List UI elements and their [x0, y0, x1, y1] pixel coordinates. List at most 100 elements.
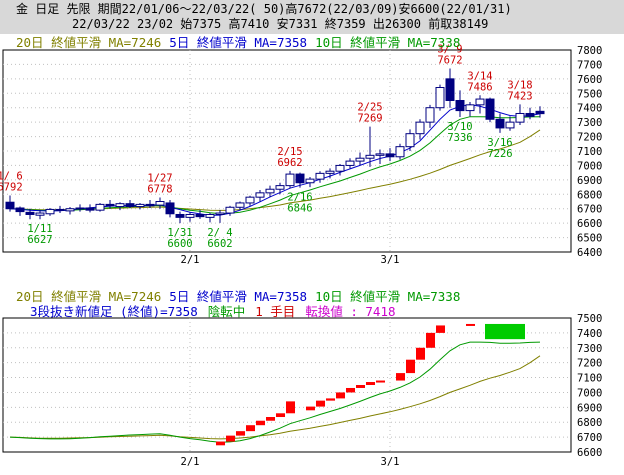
new-price-brick	[485, 323, 525, 340]
candle-body	[435, 87, 445, 109]
lower-legend-item: 10日 終値平滑 MA=7338	[315, 289, 460, 304]
upper-y-tick-label: 6600	[577, 218, 602, 230]
upper-legend-item: 10日 終値平滑 MA=7338	[315, 35, 460, 50]
candle	[195, 210, 205, 219]
candle-body	[405, 133, 415, 148]
candle	[165, 200, 175, 218]
lower-y-tick-label: 7100	[577, 373, 602, 385]
upper-y-tick-label: 7100	[577, 146, 602, 158]
candle	[535, 106, 545, 118]
candle-body	[5, 201, 15, 210]
candle	[85, 204, 95, 213]
candle-body	[425, 107, 435, 123]
candle-body	[95, 203, 105, 211]
high-date-label: 2/15	[277, 146, 302, 158]
candle	[215, 210, 225, 223]
new-price-brick	[406, 359, 415, 374]
candle	[415, 119, 425, 140]
low-value-label: 6627	[27, 234, 52, 246]
candle	[385, 148, 395, 162]
high-date-label: 3/18	[507, 79, 532, 91]
low-date-label: 2/16	[287, 192, 312, 204]
lower-y-tick-label: 6600	[577, 447, 602, 459]
candle-body	[395, 146, 405, 158]
candle	[115, 202, 125, 211]
candle	[105, 200, 115, 209]
upper-y-tick-label: 7700	[577, 59, 602, 71]
upper-y-tick-label: 7500	[577, 88, 602, 100]
candle	[15, 206, 25, 216]
candle-body	[235, 202, 245, 208]
candle-body	[145, 203, 155, 207]
low-value-label: 6602	[207, 238, 232, 250]
candle-body	[455, 100, 465, 112]
candle	[245, 195, 255, 206]
upper-y-tick-label: 6900	[577, 175, 602, 187]
candle-body	[265, 188, 275, 194]
lower-x-tick-label: 3/1	[381, 456, 400, 468]
new-price-brick	[466, 323, 475, 326]
new-price-brick	[326, 398, 335, 401]
candle	[355, 152, 365, 166]
candle-body	[415, 121, 425, 135]
high-value-label: 7423	[507, 90, 532, 102]
candle-body	[345, 160, 355, 166]
upper-y-tick-label: 7400	[577, 103, 602, 115]
upper-y-tick-label: 6800	[577, 189, 602, 201]
candle-body	[25, 211, 35, 215]
upper-y-tick-label: 6500	[577, 233, 602, 245]
upper-y-tick-label: 7800	[577, 45, 602, 57]
high-date-label: 1/ 6	[0, 170, 23, 182]
candle-body	[325, 170, 335, 174]
new-price-brick	[376, 380, 385, 383]
lower-y-tick-label: 6700	[577, 432, 602, 444]
lower-ma10-line	[9, 341, 541, 443]
upper-x-tick-label: 3/1	[381, 254, 400, 266]
candle-body	[255, 192, 265, 198]
low-value-label: 7336	[447, 132, 472, 144]
candle	[395, 143, 405, 160]
candle-body	[135, 203, 145, 208]
high-date-label: 2/25	[357, 102, 382, 114]
candle-body	[375, 153, 385, 156]
upper-x-tick-label: 2/1	[181, 254, 200, 266]
candle	[65, 206, 75, 215]
new-price-brick	[436, 325, 445, 333]
upper-y-tick-label: 7300	[577, 117, 602, 129]
candle	[185, 212, 195, 222]
candle-body	[445, 78, 455, 101]
new-price-brick	[306, 406, 315, 411]
upper-y-tick-label: 7600	[577, 74, 602, 86]
candle	[505, 116, 515, 131]
candle-body	[105, 203, 115, 207]
candle-body	[495, 118, 505, 129]
candle-body	[15, 207, 25, 213]
candle-body	[115, 203, 125, 208]
candle	[265, 185, 275, 198]
candle	[45, 207, 55, 216]
candle	[35, 210, 45, 220]
low-date-label: 1/31	[167, 227, 192, 239]
candle	[95, 202, 105, 212]
candle-body	[535, 110, 545, 115]
new-price-brick	[396, 373, 405, 381]
new-price-brick	[426, 332, 435, 348]
candle	[485, 97, 495, 123]
lower-plot-frame	[2, 317, 572, 453]
low-date-label: 2/ 4	[207, 227, 232, 239]
candle	[135, 202, 145, 210]
high-value-label: 6778	[147, 183, 172, 195]
candle	[155, 197, 165, 209]
new-price-brick	[236, 431, 245, 436]
new-price-brick	[226, 435, 235, 442]
upper-legend-item: 20日 終値平滑 MA=7246	[16, 35, 161, 50]
candle	[145, 200, 155, 208]
candle-body	[185, 213, 195, 218]
lower-y-tick-label: 7200	[577, 358, 602, 370]
low-value-label: 7226	[487, 148, 512, 160]
candle	[55, 205, 65, 214]
new-price-brick	[366, 382, 375, 385]
candle	[455, 90, 465, 117]
upper-y-tick-label: 6400	[577, 247, 602, 259]
upper-y-tick-label: 6700	[577, 204, 602, 216]
